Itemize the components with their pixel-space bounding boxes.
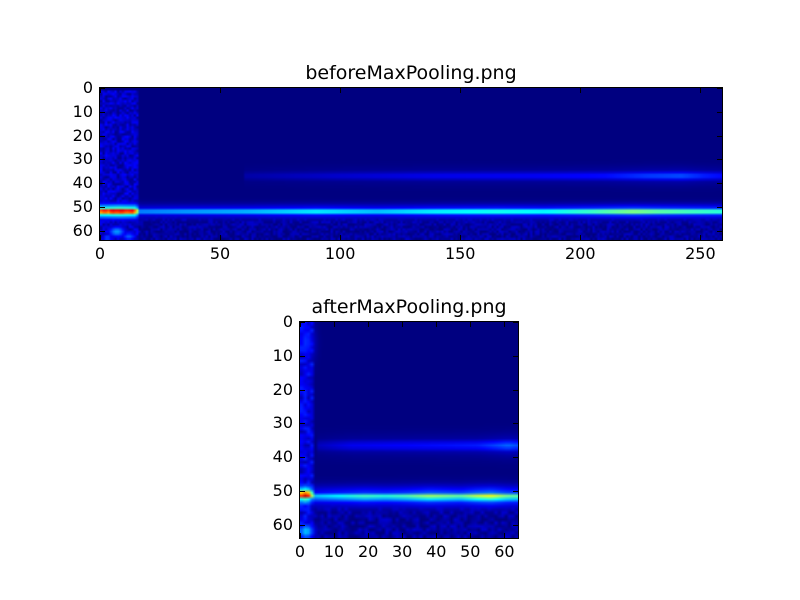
x-tick-mark <box>340 88 342 93</box>
y-tick-mark <box>100 206 105 208</box>
y-tick-mark <box>717 111 722 113</box>
y-tick-label: 10 <box>72 101 93 121</box>
x-tick-label: 40 <box>426 542 447 561</box>
x-tick-mark <box>220 88 222 93</box>
x-tick-mark <box>580 235 582 240</box>
y-tick-label: 30 <box>72 149 93 169</box>
y-tick-label: 30 <box>272 413 293 433</box>
y-tick-mark <box>100 135 105 137</box>
x-tick-mark <box>368 533 370 538</box>
x-tick-mark <box>470 533 472 538</box>
y-tick-mark <box>300 322 305 323</box>
y-tick-label: 60 <box>72 220 93 240</box>
x-tick-mark <box>436 322 438 327</box>
y-tick-mark <box>513 355 518 357</box>
y-tick-mark <box>100 159 105 161</box>
x-tick-label: 60 <box>494 542 515 561</box>
y-tick-label: 40 <box>72 173 93 192</box>
y-tick-label: 60 <box>272 514 293 534</box>
x-tick-mark <box>436 533 438 538</box>
y-tick-mark <box>717 135 722 137</box>
chart-title-after: afterMaxPooling.png <box>311 296 507 318</box>
heatmap-canvas-before <box>100 88 722 240</box>
y-tick-mark <box>513 389 518 391</box>
y-tick-label: 0 <box>82 78 93 97</box>
y-tick-mark <box>513 322 518 323</box>
axes-after-max-pooling <box>299 321 519 539</box>
y-tick-mark <box>513 524 518 526</box>
x-tick-mark <box>340 235 342 240</box>
x-tick-mark <box>700 88 702 93</box>
x-tick-mark <box>300 533 301 538</box>
x-tick-mark <box>504 533 506 538</box>
x-tick-label: 50 <box>460 542 481 561</box>
chart-title-before: beforeMaxPooling.png <box>305 62 517 84</box>
x-tick-mark <box>700 235 702 240</box>
x-tick-mark <box>402 533 404 538</box>
y-tick-mark <box>300 524 305 526</box>
axes-before-max-pooling <box>99 87 723 241</box>
x-tick-label: 100 <box>324 244 356 263</box>
x-tick-mark <box>460 235 462 240</box>
x-tick-mark <box>460 88 462 93</box>
y-tick-mark <box>300 423 305 425</box>
y-tick-mark <box>100 183 105 184</box>
heatmap-canvas-after <box>300 322 518 538</box>
x-tick-label: 250 <box>685 244 716 263</box>
x-tick-label: 200 <box>565 244 596 263</box>
x-tick-mark <box>402 322 404 327</box>
x-tick-mark <box>300 322 301 327</box>
y-tick-mark <box>300 457 305 458</box>
y-tick-mark <box>300 389 305 391</box>
y-tick-mark <box>100 111 105 113</box>
y-tick-label: 50 <box>272 480 293 500</box>
x-tick-mark <box>504 322 506 327</box>
y-tick-label: 40 <box>272 447 293 466</box>
y-tick-label: 50 <box>72 196 93 216</box>
x-tick-mark <box>334 322 336 327</box>
y-tick-mark <box>717 88 722 89</box>
x-tick-mark <box>220 235 222 240</box>
y-tick-label: 20 <box>272 379 293 399</box>
x-tick-mark <box>100 235 101 240</box>
x-tick-label: 10 <box>323 542 345 561</box>
y-tick-mark <box>300 490 305 492</box>
x-tick-mark <box>334 533 336 538</box>
y-tick-label: 10 <box>272 345 293 365</box>
x-tick-label: 0 <box>94 244 106 263</box>
y-tick-mark <box>300 355 305 357</box>
x-tick-mark <box>368 322 370 327</box>
y-tick-mark <box>717 159 722 161</box>
x-tick-mark <box>100 88 101 93</box>
x-tick-mark <box>580 88 582 93</box>
y-tick-mark <box>513 490 518 492</box>
y-tick-mark <box>717 230 722 232</box>
x-tick-label: 30 <box>392 542 413 561</box>
x-tick-mark <box>470 322 472 327</box>
y-tick-label: 0 <box>282 312 293 331</box>
y-tick-mark <box>717 183 722 184</box>
y-tick-mark <box>717 206 722 208</box>
y-tick-mark <box>100 230 105 232</box>
y-tick-mark <box>513 457 518 458</box>
y-tick-label: 20 <box>72 125 93 145</box>
y-tick-mark <box>513 423 518 425</box>
x-tick-label: 20 <box>357 542 379 561</box>
x-tick-label: 0 <box>294 542 306 561</box>
x-tick-label: 150 <box>444 244 476 263</box>
y-tick-mark <box>100 88 105 89</box>
x-tick-label: 50 <box>209 244 231 263</box>
